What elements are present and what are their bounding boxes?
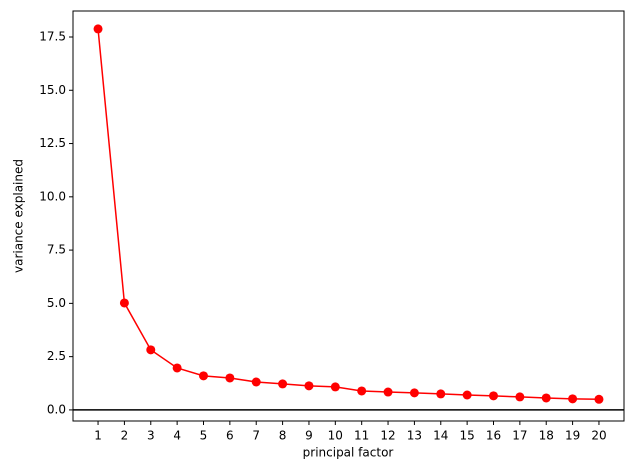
data-point <box>278 379 288 389</box>
x-tick-label: 17 <box>512 429 527 443</box>
data-point <box>330 382 340 392</box>
data-point <box>515 392 525 402</box>
data-point <box>304 381 314 391</box>
data-point <box>594 394 604 404</box>
data-point <box>146 345 156 355</box>
data-point <box>462 390 472 400</box>
x-tick-label: 5 <box>200 429 208 443</box>
plot-frame <box>72 10 625 422</box>
y-tick-label: 12.5 <box>39 136 66 150</box>
y-tick-label: 0.0 <box>47 402 66 416</box>
y-tick-label: 5.0 <box>47 296 66 310</box>
data-point <box>93 24 103 34</box>
x-tick-label: 20 <box>591 429 606 443</box>
y-tick-label: 7.5 <box>47 243 66 257</box>
x-tick-label: 12 <box>380 429 395 443</box>
x-tick-label: 10 <box>328 429 343 443</box>
x-tick-label: 4 <box>173 429 181 443</box>
x-tick-label: 18 <box>539 429 554 443</box>
x-tick-label: 3 <box>147 429 155 443</box>
x-tick-label: 1 <box>94 429 102 443</box>
data-point <box>568 394 578 404</box>
x-tick-label: 13 <box>407 429 422 443</box>
data-point <box>172 363 182 373</box>
x-tick-label: 2 <box>121 429 129 443</box>
x-axis-label: principal factor <box>303 446 394 460</box>
data-point <box>225 373 235 383</box>
x-tick-label: 6 <box>226 429 234 443</box>
x-tick-label: 19 <box>565 429 580 443</box>
y-axis-label: variance explained <box>12 159 26 273</box>
x-tick-label: 11 <box>354 429 369 443</box>
data-point <box>541 393 551 403</box>
data-point <box>489 391 498 401</box>
data-point <box>251 377 261 387</box>
x-tick-label: 15 <box>459 429 474 443</box>
x-tick-label: 14 <box>433 429 448 443</box>
data-point <box>436 389 446 399</box>
x-tick-label: 16 <box>486 429 501 443</box>
data-point <box>357 386 367 396</box>
x-tick-label: 8 <box>279 429 287 443</box>
data-point <box>383 387 393 397</box>
y-tick-label: 15.0 <box>39 83 66 97</box>
y-tick-label: 2.5 <box>47 349 66 363</box>
y-tick-label: 17.5 <box>39 29 66 43</box>
data-point <box>119 298 129 308</box>
y-tick-label: 10.0 <box>39 189 66 203</box>
x-tick-label: 9 <box>305 429 313 443</box>
data-line <box>97 28 599 401</box>
x-tick-label: 7 <box>252 429 260 443</box>
data-point <box>409 388 419 398</box>
data-point <box>199 371 208 381</box>
